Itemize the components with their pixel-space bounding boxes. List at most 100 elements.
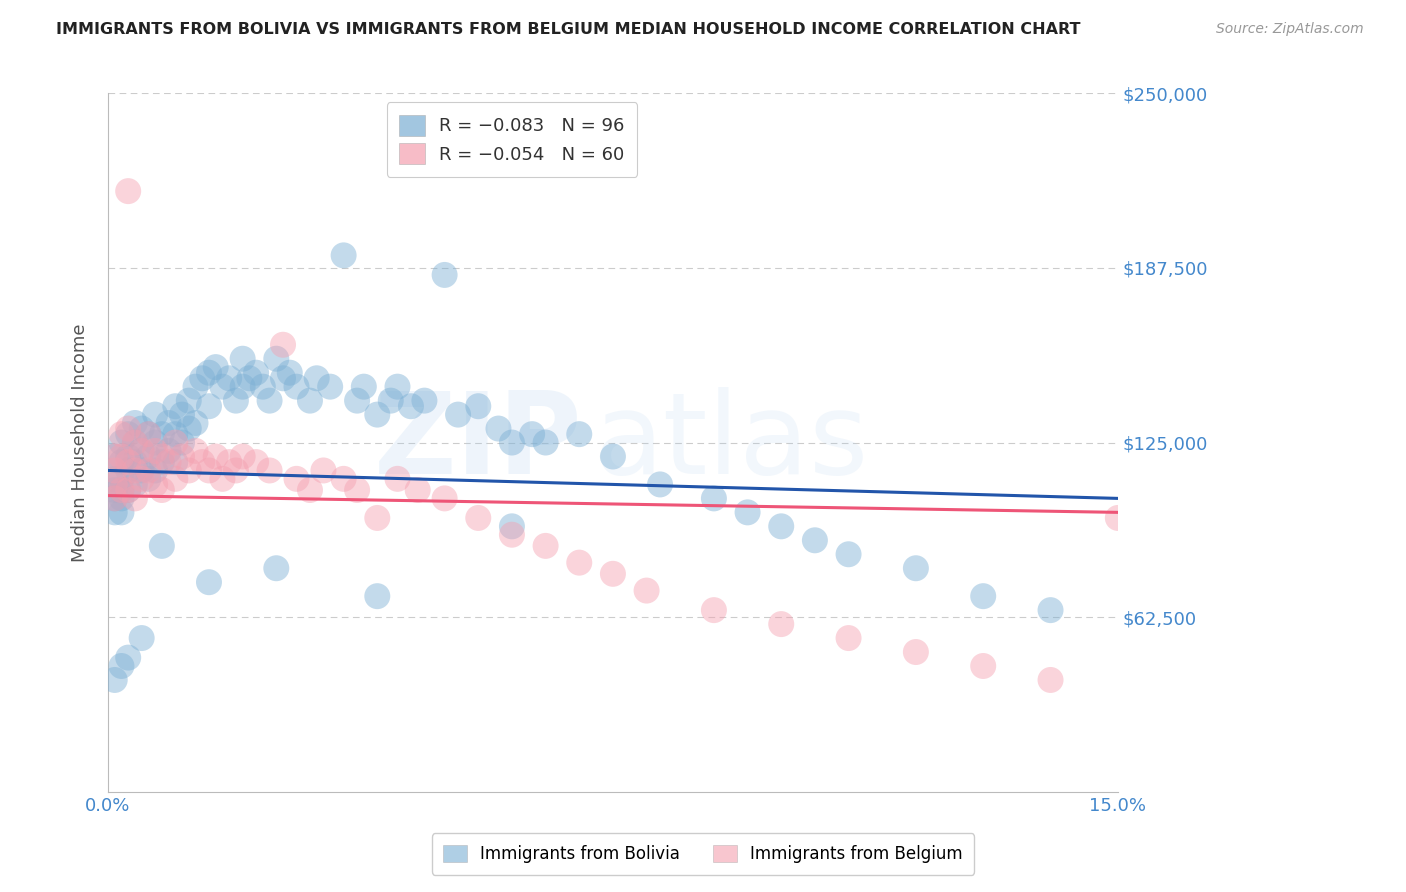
- Point: [191, 371, 214, 385]
- Point: [117, 650, 139, 665]
- Point: [110, 659, 132, 673]
- Point: [150, 455, 173, 469]
- Point: [259, 393, 281, 408]
- Point: [143, 463, 166, 477]
- Point: [104, 450, 127, 464]
- Legend: R = −0.083   N = 96, R = −0.054   N = 60: R = −0.083 N = 96, R = −0.054 N = 60: [387, 103, 637, 177]
- Point: [177, 463, 200, 477]
- Point: [150, 450, 173, 464]
- Point: [1107, 511, 1129, 525]
- Point: [157, 416, 180, 430]
- Point: [124, 455, 146, 469]
- Point: [110, 427, 132, 442]
- Point: [467, 399, 489, 413]
- Point: [467, 511, 489, 525]
- Point: [602, 566, 624, 581]
- Point: [124, 463, 146, 477]
- Point: [131, 421, 153, 435]
- Point: [110, 450, 132, 464]
- Point: [703, 603, 725, 617]
- Point: [271, 338, 294, 352]
- Point: [143, 408, 166, 422]
- Point: [117, 483, 139, 497]
- Point: [104, 477, 127, 491]
- Point: [150, 539, 173, 553]
- Point: [104, 491, 127, 506]
- Point: [177, 393, 200, 408]
- Point: [252, 379, 274, 393]
- Point: [138, 427, 160, 442]
- Point: [568, 427, 591, 442]
- Point: [198, 366, 221, 380]
- Point: [191, 455, 214, 469]
- Point: [770, 519, 793, 533]
- Point: [319, 379, 342, 393]
- Point: [266, 351, 288, 366]
- Point: [1039, 603, 1062, 617]
- Point: [124, 491, 146, 506]
- Point: [143, 435, 166, 450]
- Point: [648, 477, 671, 491]
- Point: [117, 421, 139, 435]
- Point: [117, 455, 139, 469]
- Text: atlas: atlas: [593, 387, 868, 498]
- Point: [124, 416, 146, 430]
- Point: [184, 379, 207, 393]
- Point: [104, 491, 127, 506]
- Point: [433, 268, 456, 282]
- Point: [266, 561, 288, 575]
- Point: [346, 483, 368, 497]
- Point: [131, 444, 153, 458]
- Point: [211, 379, 233, 393]
- Point: [703, 491, 725, 506]
- Point: [332, 472, 354, 486]
- Point: [117, 450, 139, 464]
- Point: [170, 408, 193, 422]
- Point: [534, 435, 557, 450]
- Point: [177, 421, 200, 435]
- Point: [165, 472, 187, 486]
- Point: [838, 631, 860, 645]
- Point: [131, 631, 153, 645]
- Point: [232, 351, 254, 366]
- Point: [312, 463, 335, 477]
- Point: [184, 444, 207, 458]
- Point: [413, 393, 436, 408]
- Point: [211, 472, 233, 486]
- Point: [110, 435, 132, 450]
- Point: [259, 463, 281, 477]
- Point: [170, 435, 193, 450]
- Point: [104, 450, 127, 464]
- Point: [198, 575, 221, 590]
- Point: [568, 556, 591, 570]
- Point: [165, 399, 187, 413]
- Point: [399, 399, 422, 413]
- Point: [117, 427, 139, 442]
- Point: [387, 379, 409, 393]
- Point: [972, 659, 994, 673]
- Point: [138, 472, 160, 486]
- Point: [366, 511, 388, 525]
- Point: [838, 547, 860, 561]
- Point: [104, 673, 127, 687]
- Point: [110, 472, 132, 486]
- Point: [131, 444, 153, 458]
- Point: [346, 393, 368, 408]
- Point: [285, 379, 308, 393]
- Point: [131, 472, 153, 486]
- Point: [165, 427, 187, 442]
- Point: [218, 371, 240, 385]
- Point: [737, 505, 759, 519]
- Point: [285, 472, 308, 486]
- Point: [104, 505, 127, 519]
- Point: [904, 645, 927, 659]
- Point: [501, 527, 523, 541]
- Point: [124, 477, 146, 491]
- Point: [170, 450, 193, 464]
- Text: IMMIGRANTS FROM BOLIVIA VS IMMIGRANTS FROM BELGIUM MEDIAN HOUSEHOLD INCOME CORRE: IMMIGRANTS FROM BOLIVIA VS IMMIGRANTS FR…: [56, 22, 1081, 37]
- Point: [225, 463, 247, 477]
- Point: [218, 455, 240, 469]
- Point: [165, 435, 187, 450]
- Point: [204, 360, 226, 375]
- Point: [143, 477, 166, 491]
